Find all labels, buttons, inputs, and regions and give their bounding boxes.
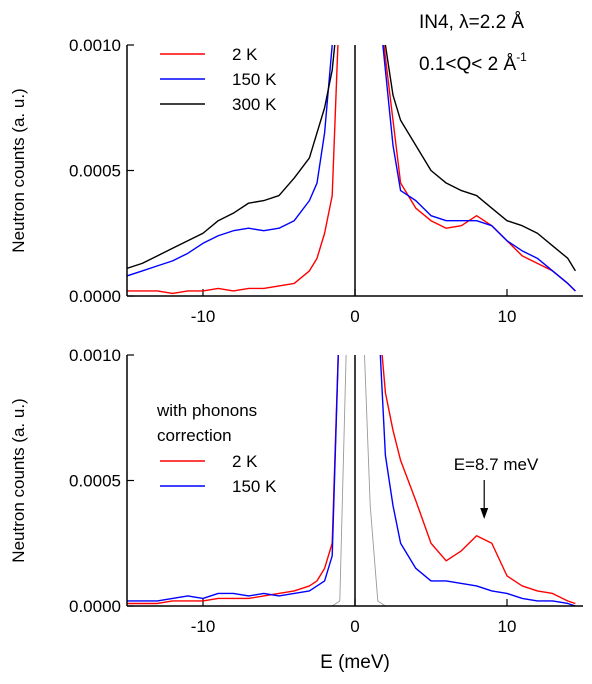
x-tick-label: -10 (191, 307, 216, 326)
y-axis-label: Neutron counts (a. u.) (9, 398, 28, 562)
legend-label: 150 K (232, 477, 277, 496)
data-line (127, 355, 576, 606)
legend-label: 2 K (232, 45, 258, 64)
legend-title: with phonons (156, 401, 257, 420)
data-line (127, 355, 576, 606)
legend-title: correction (157, 426, 232, 445)
arrow-head (480, 508, 489, 519)
data-line (127, 45, 576, 272)
annotation-text: 0.1<Q< 2 Å (419, 54, 517, 75)
x-tick-label: 10 (498, 307, 517, 326)
y-tick-label: 0.0000 (69, 597, 121, 616)
annotation: 0.1<Q< 2 Å-1 (419, 50, 527, 75)
x-tick-label: 0 (350, 617, 359, 636)
y-tick-label: 0.0010 (69, 346, 121, 365)
legend-label: 150 K (232, 70, 277, 89)
x-tick-label: 0 (350, 307, 359, 326)
annotation-sup: -1 (516, 50, 527, 64)
x-axis-label: E (meV) (320, 652, 390, 673)
x-tick-label: -10 (191, 617, 216, 636)
plot-area (127, 45, 576, 295)
y-tick-label: 0.0000 (69, 287, 121, 306)
legend-label: 2 K (232, 452, 258, 471)
y-axis-label: Neutron counts (a. u.) (9, 88, 28, 252)
data-line (127, 355, 576, 605)
annotation: E=8.7 meV (454, 455, 539, 474)
legend-label: 300 K (232, 95, 277, 114)
x-tick-label: 10 (498, 617, 517, 636)
plot-area (127, 355, 576, 606)
y-tick-label: 0.0010 (69, 36, 121, 55)
data-line (127, 45, 576, 292)
annotation: IN4, λ=2.2 Å (419, 12, 524, 33)
y-tick-label: 0.0005 (69, 162, 121, 181)
y-tick-label: 0.0005 (69, 472, 121, 491)
